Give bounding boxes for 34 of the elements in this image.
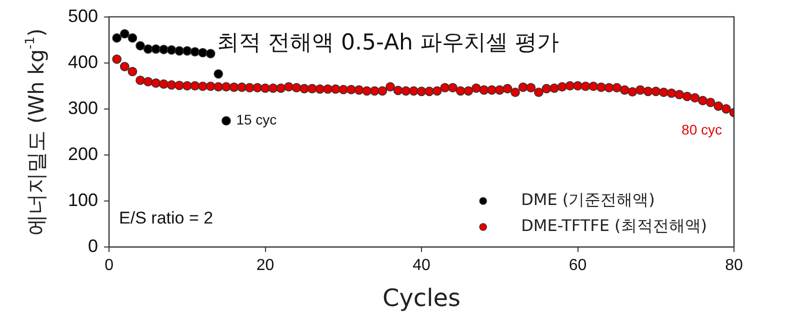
annotation: 15 cyc [236,112,277,128]
point [151,44,161,54]
point [222,116,231,126]
point [174,46,184,56]
point [182,46,192,56]
y-tick-label: 0 [88,236,98,256]
point [159,44,168,54]
x-tick-label: 60 [568,257,587,274]
point [143,44,153,54]
point [214,69,224,79]
annotation: 80 cyc [682,121,722,138]
point [120,29,130,39]
legend-label: DME-TFTFE (최적전해액) [521,216,707,236]
point [166,45,176,55]
annotation: E/S ratio = 2 [119,208,214,228]
point [206,48,216,58]
point [128,33,138,43]
point [190,47,200,56]
point [112,33,122,43]
x-tick-label: 0 [104,257,114,274]
y-axis-title: 에너지밀도 (Wh kg-1) [22,28,48,236]
point [198,48,208,58]
text: 최적 전해액 0.5-Ah 파우치셀 평가 [217,30,559,56]
x-tick-label: 80 [725,257,743,274]
legend-label: DME (기준전해액) [521,190,655,210]
point [136,41,145,51]
y-tick-label: 500 [68,6,98,26]
y-tick-label: 200 [68,144,98,164]
y-tick-label: 400 [68,52,98,72]
x-tick-label: 40 [412,257,431,274]
x-tick-label: 20 [256,257,274,274]
y-tick-label: 100 [68,190,98,210]
x-axis-title: Cycles [382,284,461,312]
y-tick-label: 300 [68,98,98,118]
